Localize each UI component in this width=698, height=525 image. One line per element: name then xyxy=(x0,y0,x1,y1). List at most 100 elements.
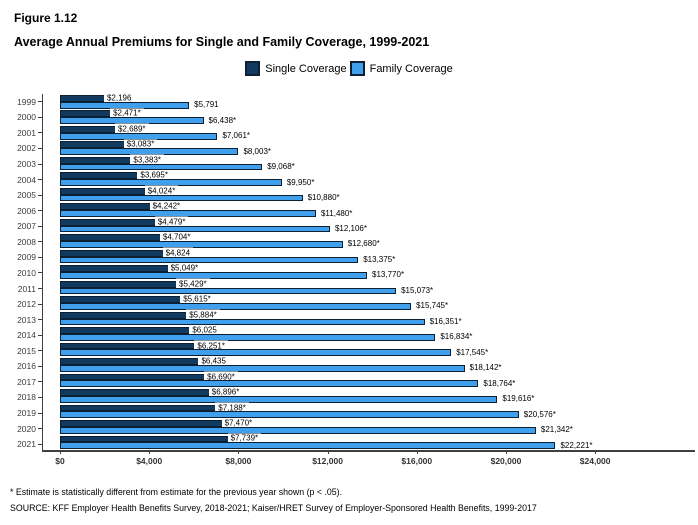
single-coverage-bar: $4,824 xyxy=(60,247,194,259)
family-value-label: $16,834* xyxy=(440,332,473,342)
bar-row: $5,429* $15,073* xyxy=(60,278,695,295)
family-value-label: $12,106* xyxy=(334,224,367,233)
single-coverage-bar: $2,196 xyxy=(60,92,135,104)
single-coverage-bar: $5,049* xyxy=(60,263,202,275)
y-tick-mark xyxy=(38,116,42,118)
family-coverage-bar: $12,680* xyxy=(60,240,380,248)
single-value-label: $2,471* xyxy=(110,108,144,120)
x-tick-mark xyxy=(416,450,418,454)
x-tick-label: $24,000 xyxy=(579,456,611,466)
year-label: 2013 xyxy=(0,312,42,328)
x-tick-mark xyxy=(149,450,151,454)
legend-label-family: Family Coverage xyxy=(369,62,453,75)
year-label: 2009 xyxy=(0,250,42,266)
family-coverage-bar: $22,221* xyxy=(60,441,593,449)
single-coverage-bar: $6,025 xyxy=(60,325,220,337)
year-label: 2018 xyxy=(0,390,42,406)
bar-row: $6,896* $19,616* xyxy=(60,387,695,403)
family-coverage-bar: $21,342* xyxy=(60,426,573,434)
x-tick-mark xyxy=(505,450,507,454)
family-coverage-bar: $13,375* xyxy=(60,255,395,263)
bar-row: $2,689* $7,061* xyxy=(60,123,695,140)
family-coverage-bar: $16,834* xyxy=(60,333,472,341)
family-value-label: $21,342* xyxy=(540,425,573,435)
family-coverage-bar: $5,791 xyxy=(60,101,219,109)
bar-row: $4,479* $12,106* xyxy=(60,216,695,233)
family-coverage-bar: $8,003* xyxy=(60,147,271,155)
bar-row: $2,471* $6,438* xyxy=(60,108,695,124)
family-value-label: $9,068* xyxy=(267,162,295,172)
year-label: 2007 xyxy=(0,219,42,235)
single-value-label: $5,615* xyxy=(180,294,214,306)
y-tick-mark xyxy=(38,147,42,149)
family-coverage-bar: $20,576* xyxy=(60,410,556,418)
family-value-label: $9,950* xyxy=(286,177,315,187)
figure-number: Figure 1.12 xyxy=(14,11,78,25)
single-value-label: $7,470* xyxy=(221,418,256,429)
single-value-label: $4,704* xyxy=(159,232,194,244)
x-tick-label: $20,000 xyxy=(490,456,522,466)
y-tick-mark xyxy=(38,179,42,181)
y-tick-mark xyxy=(38,101,42,103)
bar-row: $4,824 $13,375* xyxy=(60,247,695,264)
y-axis-labels: 1999 2000 2001 2002 2003 2004 2005 2006 2007 2008… xyxy=(0,94,42,452)
single-value-label: $3,695* xyxy=(137,170,171,182)
family-value-label: $17,545* xyxy=(456,347,489,357)
x-tick-mark xyxy=(238,450,240,454)
single-coverage-bar: $3,083* xyxy=(60,139,158,151)
bar-row: $7,739* $22,221* xyxy=(60,433,695,450)
year-label: 2003 xyxy=(0,156,42,172)
y-tick-mark xyxy=(38,225,42,227)
legend-item-family: Family Coverage xyxy=(349,61,453,76)
legend-label-single: Single Coverage xyxy=(265,62,347,75)
bar-row: $5,049* $13,770* xyxy=(60,263,695,279)
legend-item-single: Single Coverage xyxy=(245,61,347,76)
y-tick-mark xyxy=(38,381,42,383)
x-tick-mark xyxy=(60,450,61,454)
bar-row: $6,025 $16,834* xyxy=(60,325,695,341)
family-coverage-bar: $7,061* xyxy=(60,132,250,140)
year-label: 2019 xyxy=(0,405,42,421)
y-tick-mark xyxy=(38,428,42,430)
single-value-label: $6,896* xyxy=(208,387,243,399)
single-coverage-bar: $7,188* xyxy=(60,402,249,414)
year-label: 2021 xyxy=(0,436,42,452)
single-value-label: $6,251* xyxy=(194,340,228,352)
bar-row: $6,251* $17,545* xyxy=(60,340,695,357)
year-label: 2008 xyxy=(0,234,42,250)
family-coverage-bar: $12,106* xyxy=(60,225,367,233)
year-label: 2000 xyxy=(0,110,42,126)
family-value-label: $20,576* xyxy=(523,409,556,419)
single-coverage-bar: $4,242* xyxy=(60,201,184,213)
bar-row: $2,196 $5,791 xyxy=(60,92,695,109)
family-coverage-bar: $18,764* xyxy=(60,379,515,387)
chart-legend: Single Coverage Family Coverage xyxy=(0,61,698,76)
family-coverage-bar: $9,068* xyxy=(60,163,295,171)
single-value-label: $6,435 xyxy=(198,356,229,368)
year-label: 1999 xyxy=(0,94,42,110)
family-value-label: $18,764* xyxy=(483,378,516,388)
y-tick-mark xyxy=(38,256,42,258)
single-coverage-bar: $3,695* xyxy=(60,170,171,182)
single-coverage-bar: $5,615* xyxy=(60,294,214,306)
single-value-label: $5,884* xyxy=(186,309,220,321)
single-value-label: $7,188* xyxy=(215,402,249,414)
y-tick-mark xyxy=(38,350,42,352)
y-tick-mark xyxy=(38,163,42,165)
family-coverage-swatch-icon xyxy=(349,61,365,76)
y-tick-mark xyxy=(38,288,42,290)
single-coverage-bar: $6,435 xyxy=(60,356,229,368)
y-tick-mark xyxy=(38,412,42,414)
single-value-label: $7,739* xyxy=(227,433,262,445)
x-tick-mark xyxy=(595,450,597,454)
plot-panel: $2,196 $5,791 $2,471* $6,438* $2,689* $7,061*… xyxy=(42,92,695,466)
family-coverage-bar: $15,745* xyxy=(60,302,448,310)
year-label: 2020 xyxy=(0,421,42,437)
y-tick-mark xyxy=(38,396,42,398)
year-label: 2001 xyxy=(0,125,42,141)
family-coverage-bar: $17,545* xyxy=(60,348,488,356)
y-tick-mark xyxy=(38,210,42,212)
y-tick-mark xyxy=(38,319,42,321)
y-tick-mark xyxy=(38,241,42,243)
y-tick-mark xyxy=(38,194,42,196)
